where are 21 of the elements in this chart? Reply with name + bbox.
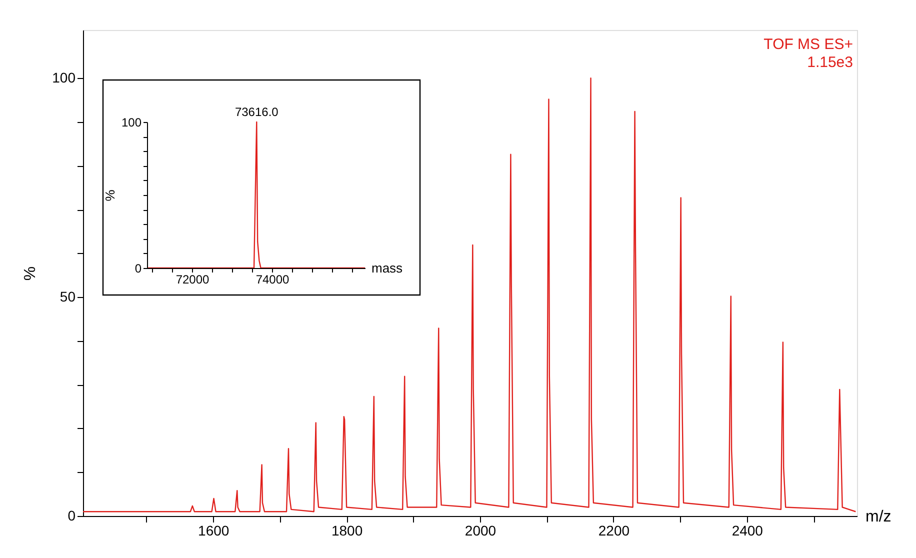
x-axis-title: m/z xyxy=(866,508,892,526)
x-tick-label: 74000 xyxy=(256,272,290,286)
y-tick-label: 0 xyxy=(68,508,76,524)
annotation: 73616.0 xyxy=(234,105,279,119)
x-tick-label: 72000 xyxy=(176,272,210,286)
y-tick-label: 50 xyxy=(60,288,76,305)
x-tick-label: 1800 xyxy=(331,522,363,538)
y-axis-title: % xyxy=(22,266,40,281)
y-axis-title: % xyxy=(102,189,118,202)
x-tick-label: 1600 xyxy=(198,522,230,538)
y-tick-label: 0 xyxy=(134,262,142,276)
line-series xyxy=(82,78,856,512)
annotation: TOF MS ES+ xyxy=(764,36,854,53)
x-tick-label: 2400 xyxy=(732,522,764,538)
x-axis-title: mass xyxy=(372,260,404,276)
line-series xyxy=(146,121,366,269)
x-tick-label: 2000 xyxy=(464,522,496,538)
x-tick-label: 2200 xyxy=(598,522,630,538)
y-tick-label: 100 xyxy=(121,116,142,130)
annotation: 1.15e3 xyxy=(807,54,853,71)
y-tick-label: 100 xyxy=(52,70,76,86)
